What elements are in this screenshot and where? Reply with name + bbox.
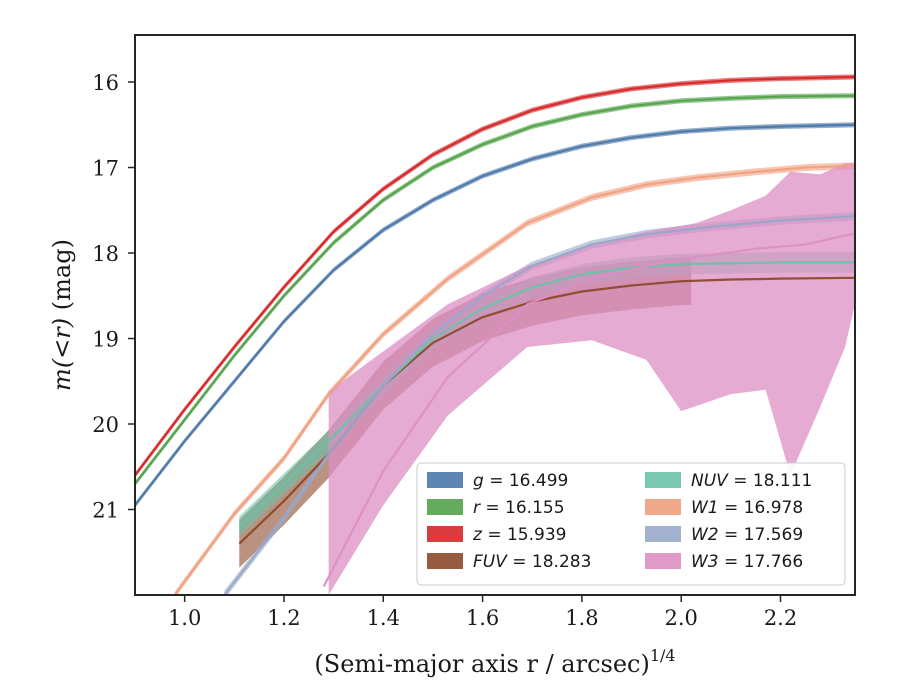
plot-frame bbox=[134, 34, 856, 596]
legend-swatch bbox=[645, 553, 681, 569]
line-r bbox=[135, 94, 855, 485]
legend-swatch bbox=[427, 553, 463, 569]
legend-item-g: g = 16.499 bbox=[427, 471, 568, 491]
legend-item-r: r = 16.155 bbox=[427, 498, 565, 518]
legend-swatch bbox=[645, 472, 681, 488]
line-w3 bbox=[322, 232, 855, 587]
legend-item-w2: W2 = 17.569 bbox=[645, 525, 803, 545]
line-w1 bbox=[173, 164, 855, 595]
line-nuv bbox=[238, 261, 855, 528]
legend-item-z: z = 15.939 bbox=[427, 525, 566, 545]
y-tick-label: 20 bbox=[92, 413, 119, 437]
series-lines bbox=[135, 75, 855, 595]
y-axis-ticks: 16 17 18 19 20 21 bbox=[92, 71, 135, 523]
legend-frame bbox=[416, 462, 846, 586]
legend-item-nuv: NUV = 18.111 bbox=[645, 471, 812, 491]
legend-swatch bbox=[645, 526, 681, 542]
legend-label: W3 = 17.766 bbox=[691, 552, 803, 572]
legend-item-w1: W1 = 16.978 bbox=[645, 498, 803, 518]
y-tick-label: 19 bbox=[92, 328, 119, 352]
legend-label: W2 = 17.569 bbox=[691, 525, 803, 545]
x-tick-label: 1.6 bbox=[466, 606, 499, 630]
x-tick-label: 1.4 bbox=[367, 606, 400, 630]
legend: g = 16.499 r = 16.155 z = 15.939 FUV = 18.2… bbox=[416, 462, 846, 586]
x-axis-ticks: 1.0 1.2 1.4 1.6 1.8 2.0 2.2 bbox=[168, 595, 797, 630]
line-z bbox=[135, 75, 855, 476]
legend-swatch bbox=[427, 472, 463, 488]
y-tick-label: 21 bbox=[92, 499, 119, 523]
y-axis-label-unit: (mag) bbox=[48, 239, 76, 310]
y-axis-label-symbol: m(<r) bbox=[48, 318, 76, 391]
legend-label: g = 16.499 bbox=[473, 471, 568, 491]
legend-item-w3: W3 = 17.766 bbox=[645, 552, 803, 572]
legend-label: FUV = 18.283 bbox=[473, 552, 591, 572]
legend-item-fuv: FUV = 18.283 bbox=[427, 552, 591, 572]
legend-label: z = 15.939 bbox=[472, 525, 566, 545]
y-tick-label: 18 bbox=[92, 242, 119, 266]
legend-label: W1 = 16.978 bbox=[691, 498, 803, 518]
x-tick-label: 2.2 bbox=[764, 606, 797, 630]
band-w3 bbox=[328, 163, 855, 595]
legend-swatch bbox=[427, 499, 463, 515]
legend-label: NUV = 18.111 bbox=[691, 471, 812, 491]
line-w2 bbox=[223, 215, 855, 595]
line-g bbox=[135, 123, 855, 506]
x-tick-label: 1.2 bbox=[267, 606, 300, 630]
y-tick-label: 16 bbox=[92, 71, 119, 95]
x-tick-label: 2.0 bbox=[665, 606, 698, 630]
x-tick-label: 1.8 bbox=[565, 606, 598, 630]
legend-swatch bbox=[427, 526, 463, 542]
legend-swatch bbox=[645, 499, 681, 515]
y-tick-label: 17 bbox=[92, 157, 119, 181]
x-tick-label: 1.0 bbox=[168, 606, 201, 630]
y-axis-label: m(<r) (mag) bbox=[48, 239, 76, 391]
legend-label: r = 16.155 bbox=[473, 498, 565, 518]
x-axis-label: (Semi-major axis r / arcsec)1/4 bbox=[314, 646, 675, 678]
